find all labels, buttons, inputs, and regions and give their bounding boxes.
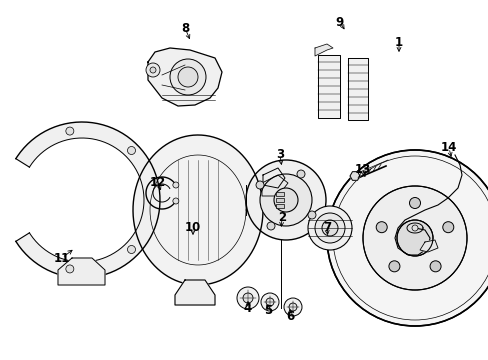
- Circle shape: [307, 211, 315, 219]
- Circle shape: [150, 67, 156, 73]
- Circle shape: [362, 186, 466, 290]
- Circle shape: [146, 63, 160, 77]
- Circle shape: [243, 293, 252, 303]
- Circle shape: [260, 174, 311, 226]
- Circle shape: [178, 67, 198, 87]
- Circle shape: [256, 181, 264, 189]
- Circle shape: [170, 59, 205, 95]
- Polygon shape: [349, 172, 359, 180]
- Bar: [275, 192, 284, 196]
- Text: 9: 9: [335, 15, 344, 28]
- Text: 10: 10: [184, 221, 201, 234]
- Polygon shape: [58, 258, 105, 285]
- Circle shape: [314, 213, 345, 243]
- Circle shape: [288, 303, 296, 311]
- Polygon shape: [263, 168, 285, 188]
- Circle shape: [442, 222, 453, 233]
- Text: 1: 1: [394, 36, 402, 49]
- Text: 2: 2: [277, 211, 285, 225]
- Circle shape: [396, 220, 432, 256]
- Text: 5: 5: [264, 305, 271, 318]
- Text: 12: 12: [149, 176, 166, 189]
- Text: 4: 4: [244, 301, 252, 315]
- Circle shape: [388, 261, 399, 272]
- Circle shape: [411, 225, 417, 231]
- Circle shape: [66, 127, 74, 135]
- Circle shape: [429, 261, 440, 272]
- Text: 11: 11: [54, 252, 70, 265]
- Circle shape: [245, 160, 325, 240]
- Circle shape: [66, 265, 74, 273]
- Circle shape: [265, 298, 273, 306]
- Polygon shape: [175, 280, 215, 305]
- Circle shape: [127, 147, 135, 154]
- Text: 8: 8: [181, 22, 189, 35]
- Text: 14: 14: [440, 141, 456, 154]
- Circle shape: [237, 287, 259, 309]
- Circle shape: [307, 206, 351, 250]
- Polygon shape: [148, 48, 222, 106]
- Circle shape: [127, 246, 135, 253]
- Circle shape: [266, 222, 274, 230]
- Text: 6: 6: [285, 310, 293, 323]
- Text: 3: 3: [275, 148, 284, 162]
- Text: 7: 7: [322, 221, 330, 234]
- Circle shape: [284, 298, 302, 316]
- Circle shape: [375, 222, 386, 233]
- Polygon shape: [314, 44, 332, 56]
- Polygon shape: [347, 58, 367, 120]
- Polygon shape: [317, 55, 339, 118]
- Circle shape: [261, 293, 279, 311]
- Polygon shape: [419, 240, 437, 252]
- Circle shape: [296, 170, 305, 178]
- Text: 13: 13: [354, 163, 370, 176]
- Polygon shape: [16, 122, 160, 278]
- Circle shape: [172, 182, 179, 188]
- Polygon shape: [133, 135, 263, 285]
- Circle shape: [321, 220, 337, 236]
- Circle shape: [273, 188, 297, 212]
- Circle shape: [172, 198, 179, 204]
- Circle shape: [408, 198, 420, 208]
- Bar: [275, 204, 284, 208]
- Circle shape: [326, 150, 488, 326]
- Bar: [275, 198, 284, 202]
